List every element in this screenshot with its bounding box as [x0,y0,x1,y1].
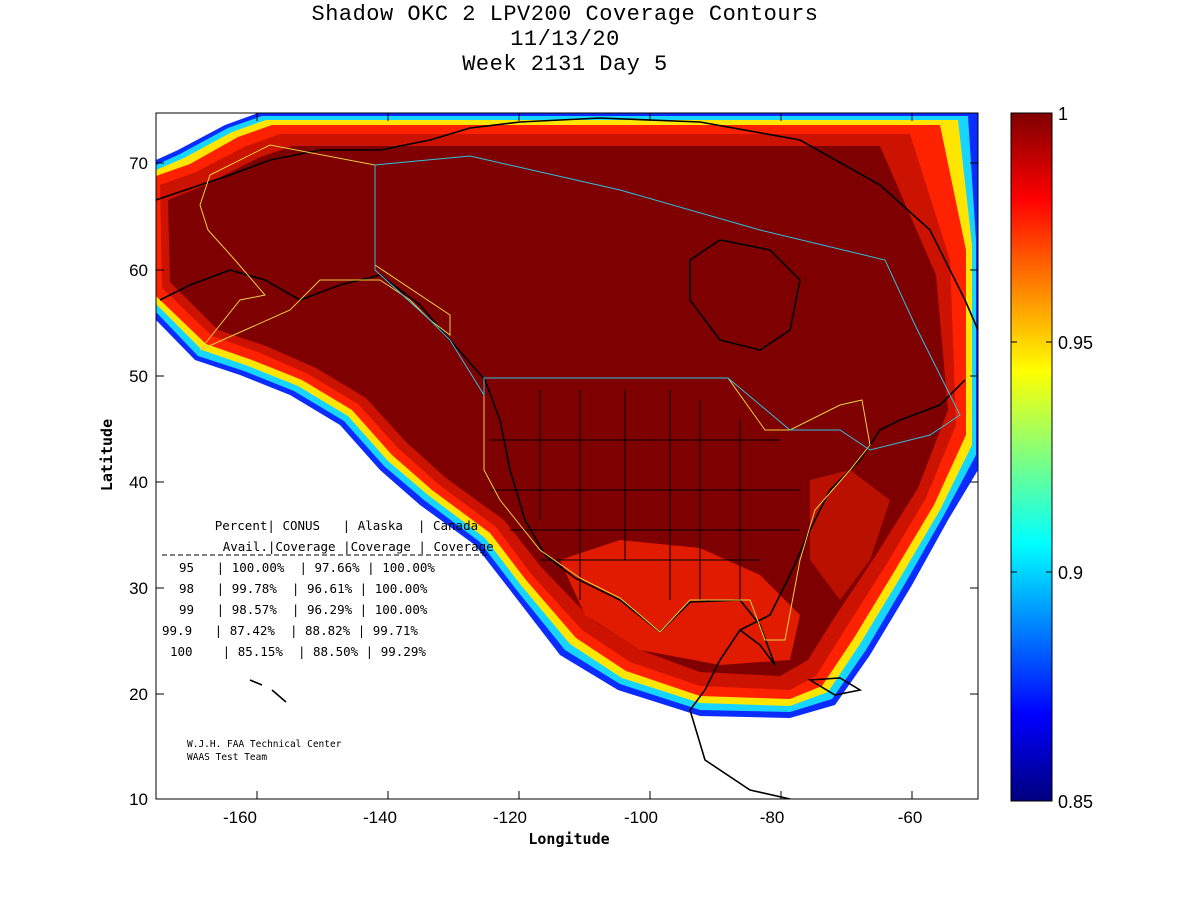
y-tick-label: 70 [129,154,148,173]
x-axis-label: Longitude [528,830,609,848]
credit-line-1: W.J.H. FAA Technical Center [187,739,342,750]
x-tick-label: -160 [223,808,257,827]
axis-ticks [156,113,978,799]
colorbar-tick-label: 0.85 [1058,792,1093,812]
canada-outline [374,155,961,451]
coverage-contours [156,113,978,718]
colorbar-ticks [1011,341,1052,573]
table-header-row-2: Avail.|Coverage |Coverage | Coverage [170,539,531,554]
plot-frame [155,112,979,800]
table-row: 99.9 | 87.42% | 88.82% | 99.71% [162,623,418,638]
table-row: 98 | 99.78% | 96.61% | 100.00% [179,581,428,596]
colorbar-tick-label: 0.9 [1058,563,1083,583]
coastlines [156,117,978,799]
table-header-row-1: Percent| CONUS | Alaska | Canada [162,518,516,533]
y-tick-label: 60 [129,261,148,280]
chart-week-day: Week 2131 Day 5 [462,52,668,77]
colorbar-tick-label: 0.95 [1058,333,1093,353]
y-tick-label: 20 [129,685,148,704]
table-row: 99 | 98.57% | 96.29% | 100.00% [179,602,428,617]
state-boundaries [490,390,800,600]
x-tick-label: -80 [760,808,785,827]
y-axis-label: Latitude [98,419,116,491]
x-tick-label: -140 [363,808,397,827]
coverage-patch-east [810,470,890,600]
chart-date: 11/13/20 [510,27,620,52]
colorbar-tick-label: 1 [1058,104,1068,124]
x-tick-label: -120 [493,808,527,827]
colorbar [1010,112,1053,802]
coverage-stats-table: Percent| CONUS | Alaska | Canada Avail.|… [162,518,531,659]
y-tick-label: 40 [129,473,148,492]
x-tick-label: -100 [624,808,658,827]
y-tick-label: 30 [129,579,148,598]
table-row: 95 | 100.00% | 97.66% | 100.00% [179,560,435,575]
credit-line-2: WAAS Test Team [187,752,267,763]
chart-title: Shadow OKC 2 LPV200 Coverage Contours [311,2,819,27]
y-tick-label: 10 [129,790,148,809]
x-tick-label: -60 [898,808,923,827]
y-tick-label: 50 [129,367,148,386]
table-row: 100 | 85.15% | 88.50% | 99.29% [170,644,426,659]
